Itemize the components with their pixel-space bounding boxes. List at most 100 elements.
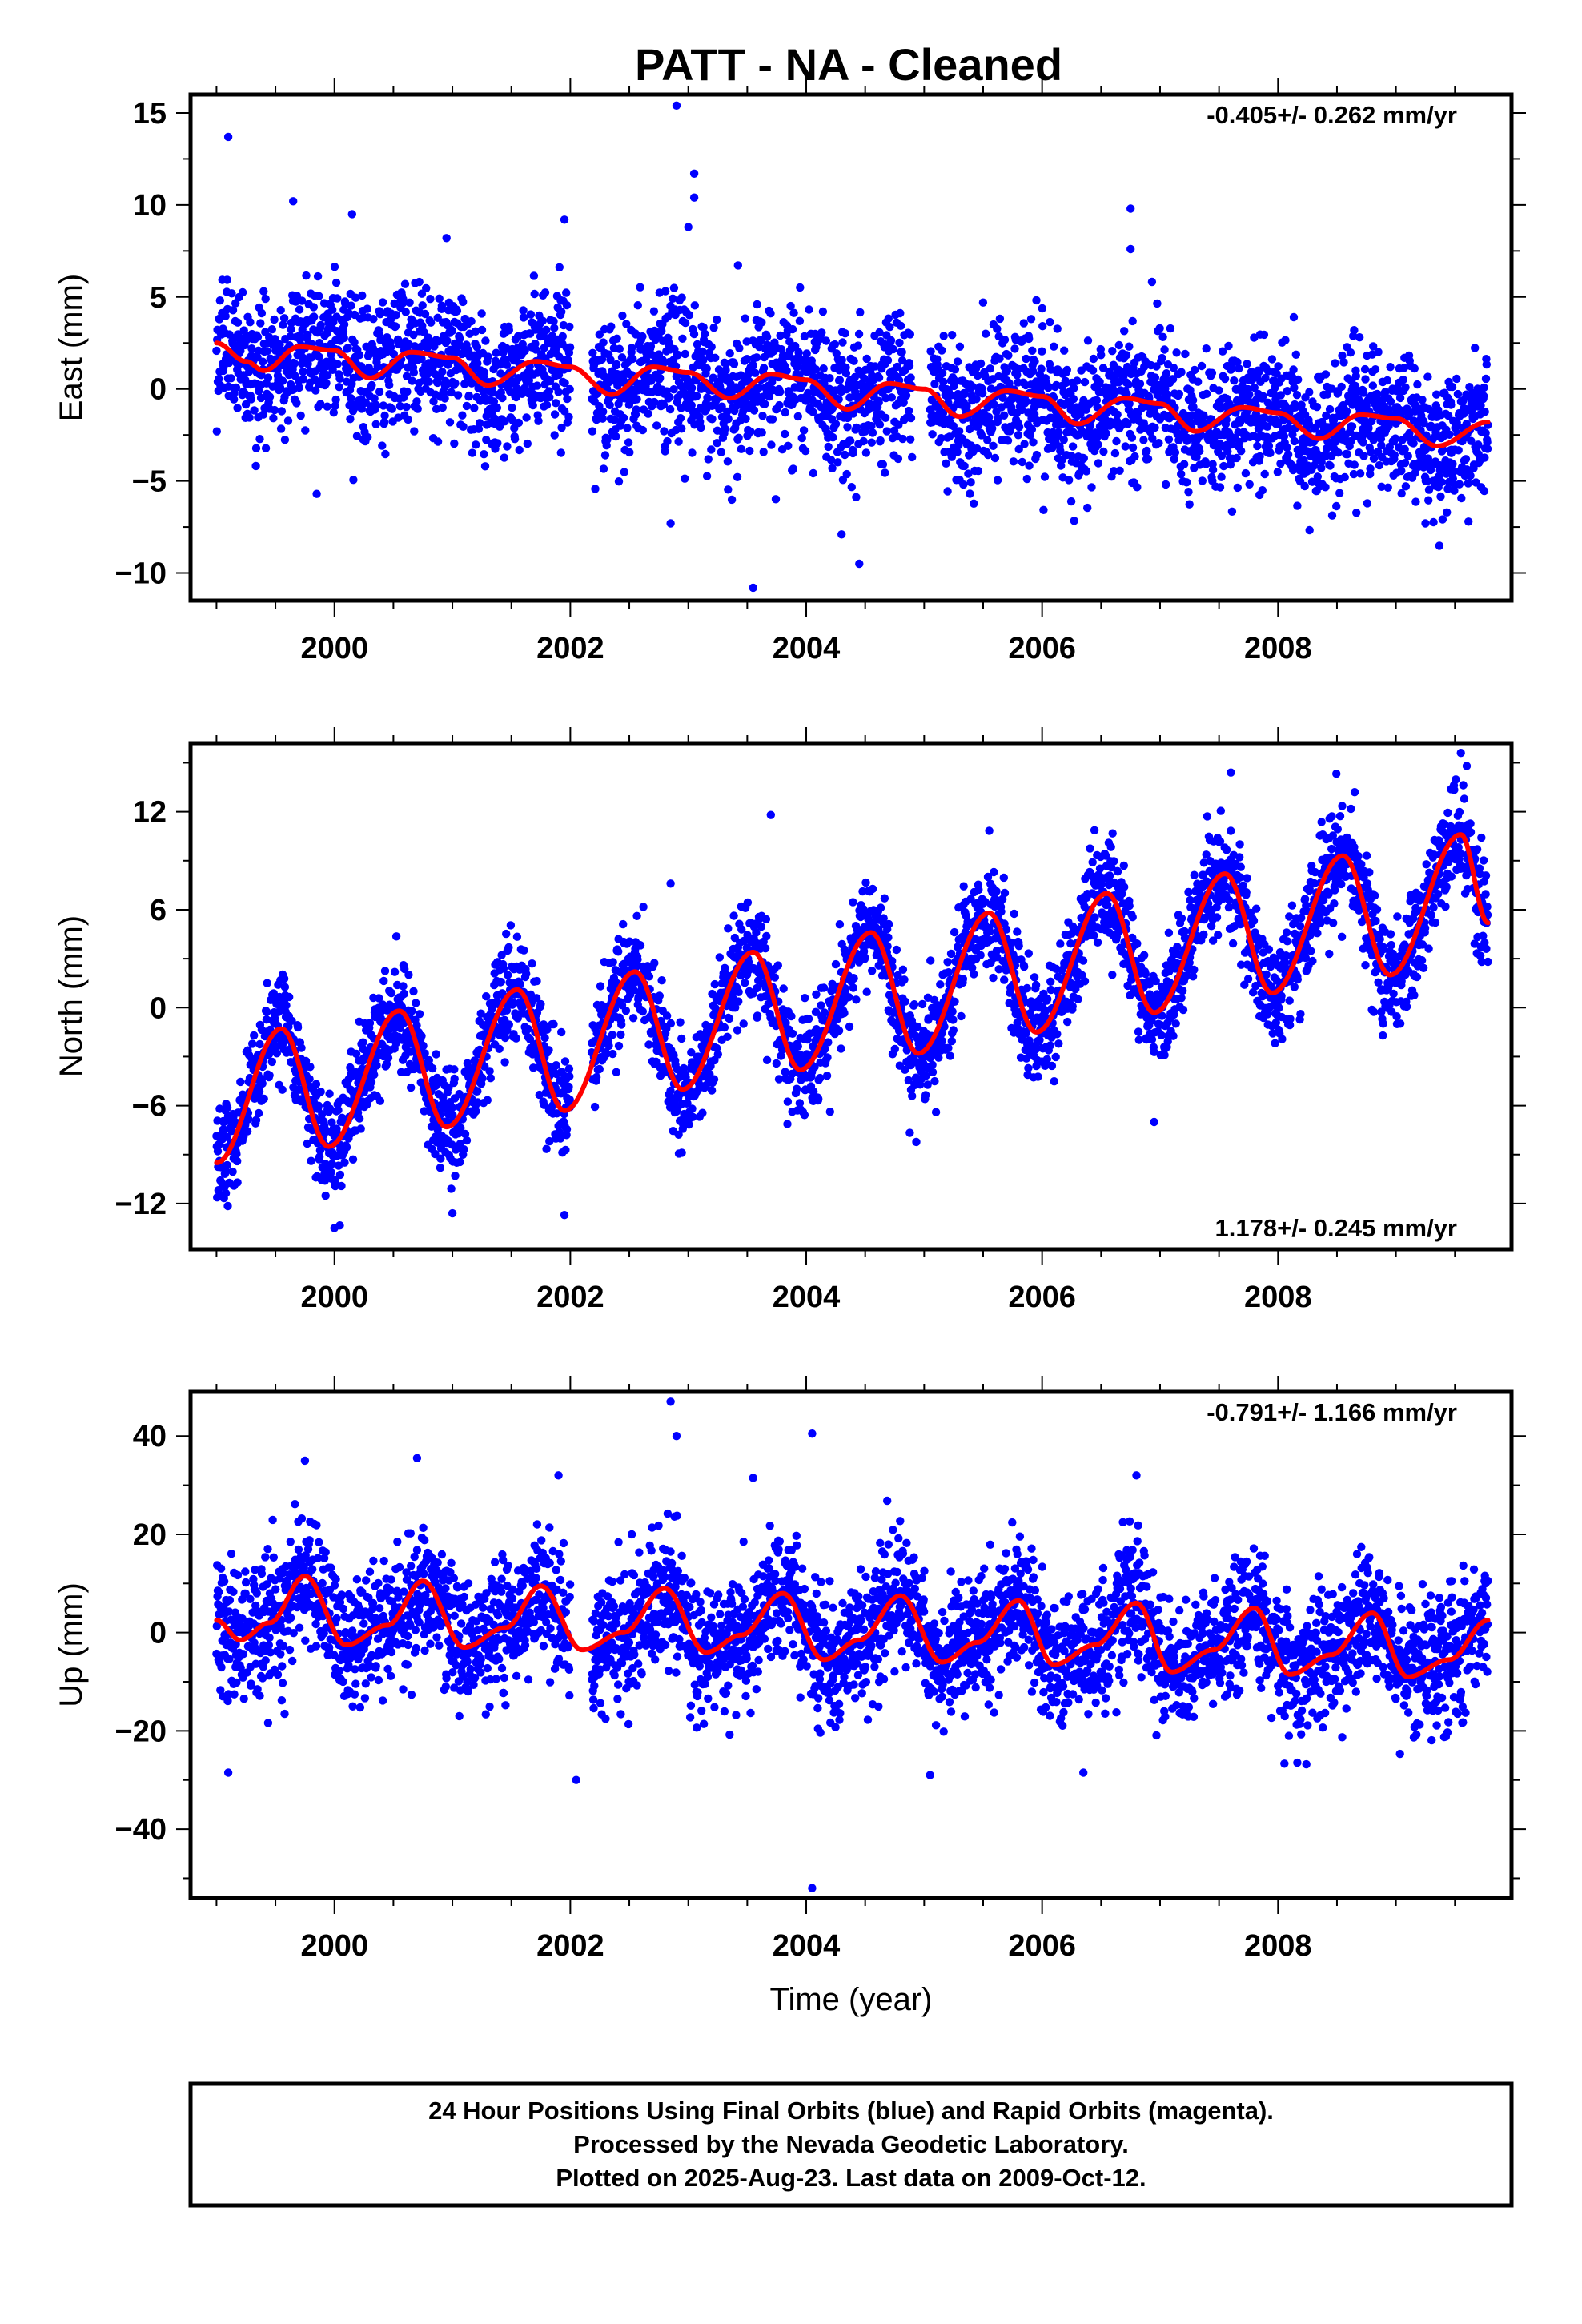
data-point-outlier [855,559,864,569]
y-tick-label-north: −6 [132,1090,167,1124]
y-tick-label-east: −5 [132,465,167,499]
data-point [438,368,447,376]
x-tick-label-east: 2004 [773,632,841,665]
data-point [379,417,389,427]
data-point [316,320,325,330]
data-point-outlier [689,193,699,202]
x-tick-label-east: 2002 [536,632,604,665]
data-point [1471,344,1480,352]
data-point [378,441,387,450]
data-point [375,1096,385,1105]
data-point [1438,515,1447,524]
data-point [415,1010,424,1019]
data-point [788,324,797,334]
data-point [243,1127,252,1136]
data-point-outlier [560,215,569,224]
data-point-outlier [442,234,451,243]
data-point [482,992,491,1001]
data-point [1305,525,1314,535]
data-point [450,1074,459,1084]
data-point [1479,392,1488,400]
data-point [383,1053,393,1063]
data-point [529,271,539,280]
data-point [471,327,480,336]
data-point [1162,480,1170,489]
data-point [263,979,271,987]
data-point [1022,354,1030,364]
data-point [619,919,628,929]
data-point [644,409,652,418]
data-point [512,1034,520,1043]
data-point [233,1178,242,1187]
data-point [263,1007,271,1016]
y-tick-label-north: 12 [133,796,167,830]
data-point [424,377,433,386]
data-point [475,419,484,428]
data-point [436,1164,445,1172]
data-point [1099,447,1108,456]
data-point [1003,436,1013,445]
data-point [1327,511,1337,520]
data-point [371,420,380,428]
data-point [1292,391,1302,400]
data-point [339,327,348,336]
data-point [618,311,627,320]
data-point [328,365,337,374]
data-point [387,988,396,998]
data-point [841,329,849,338]
data-point [309,303,318,312]
data-point [1215,483,1225,492]
data-point [1030,357,1039,366]
data-point [311,1080,321,1088]
data-point [614,477,624,486]
data-point [702,364,711,373]
data-point [1082,467,1091,476]
data-point [1177,469,1186,479]
data-point [405,298,414,307]
data-point [677,293,686,302]
data-point [420,328,428,336]
data-point [255,435,264,444]
data-point [417,354,426,364]
data-point [1040,472,1050,481]
data-point [1447,400,1456,409]
data-point [662,1011,672,1020]
data-point [983,450,993,460]
data-point [1181,349,1190,359]
data-point [906,413,916,423]
data-point [1217,472,1226,481]
data-point [1133,483,1142,492]
data-point [305,1075,314,1084]
data-point [838,338,847,347]
data-point [703,394,713,403]
data-point [215,375,223,384]
data-point [485,1067,494,1076]
data-point [472,343,482,352]
data-point [1177,368,1186,376]
data-point [1014,423,1024,432]
data-point [749,406,759,415]
data-point [612,1068,620,1077]
data-point [612,432,620,441]
data-point [259,1094,268,1104]
data-point [614,1041,624,1051]
data-point [272,1049,281,1058]
data-point [1039,505,1048,514]
data-point [415,277,424,287]
data-point [512,932,522,941]
data-point [302,271,311,280]
y-axis-label-east: East (mm) [54,274,89,421]
data-point [596,982,605,991]
data-point [1130,452,1139,461]
data-point [524,376,533,385]
data-point [734,433,743,442]
data-point [480,450,488,459]
data-point [277,407,287,416]
data-point [733,261,742,270]
data-point [404,415,412,424]
data-point [1121,442,1130,451]
data-point [905,361,914,371]
data-point [875,420,885,429]
